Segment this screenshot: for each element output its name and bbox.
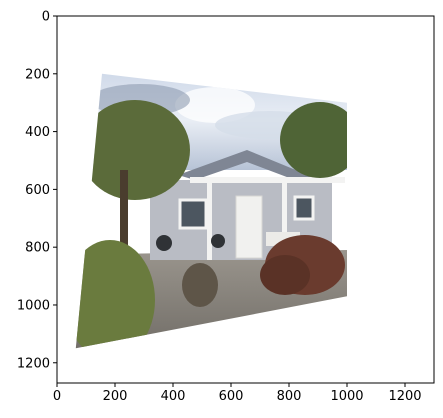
- porch-post: [207, 182, 212, 260]
- x-tick-label: 600: [219, 389, 244, 404]
- patio-chair: [156, 235, 172, 251]
- y-tick-label: 200: [25, 67, 50, 82]
- house-roof: [178, 150, 320, 182]
- x-tick-label: 1200: [388, 389, 421, 404]
- x-tick-label: 0: [53, 389, 61, 404]
- front-door: [235, 195, 263, 259]
- tree-trunk: [120, 170, 128, 250]
- y-tick-label: 0: [42, 10, 50, 25]
- x-tick-label: 200: [103, 389, 128, 404]
- x-tick-label: 400: [161, 389, 186, 404]
- sun-glare: [175, 87, 255, 123]
- shrub-left: [75, 240, 155, 349]
- y-tick-label: 1000: [17, 298, 50, 313]
- shrub-red: [260, 255, 310, 295]
- window-left: [178, 198, 208, 230]
- y-tick-label: 600: [25, 183, 50, 198]
- y-axis: 0 200 400 600 800 1000 1200: [17, 10, 57, 371]
- y-tick-label: 400: [25, 125, 50, 140]
- axes-spines: [56, 15, 435, 384]
- window-right: [293, 195, 315, 221]
- patio-chair: [211, 234, 225, 248]
- porch-beam: [190, 177, 345, 183]
- y-tick-label: 800: [25, 241, 50, 256]
- tree-left: [80, 100, 190, 200]
- y-tick-label: 1200: [17, 356, 50, 371]
- porch-post: [282, 182, 287, 242]
- x-tick-label: 1000: [330, 389, 363, 404]
- shrub-mid: [182, 263, 218, 307]
- x-axis: 0 200 400 600 800 1000 1200: [53, 383, 422, 404]
- tree-right: [280, 102, 348, 178]
- x-tick-label: 800: [277, 389, 302, 404]
